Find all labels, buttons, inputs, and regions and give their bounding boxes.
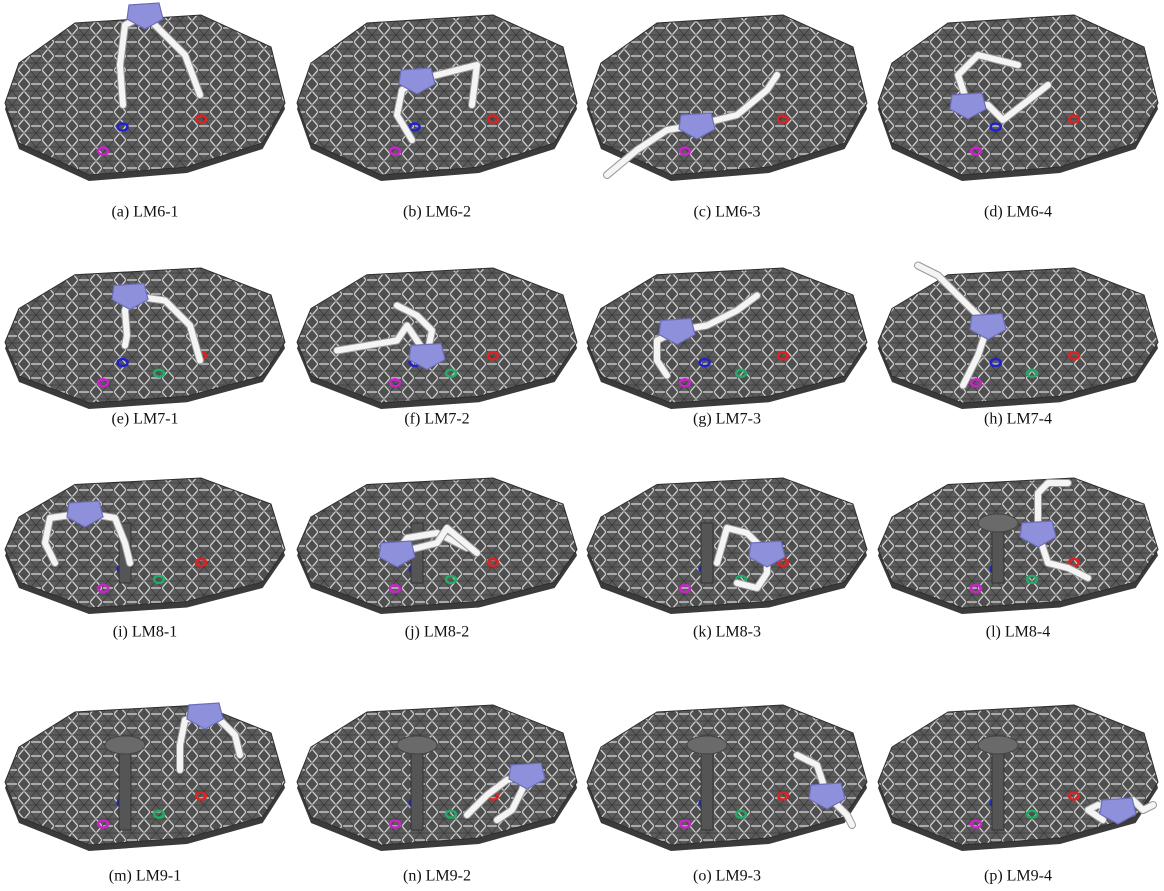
caption: (i) LM8-1	[113, 624, 177, 641]
pillar-top	[687, 736, 727, 754]
panel-image	[878, 705, 1158, 851]
panel-image	[297, 705, 577, 851]
panel-image	[587, 15, 867, 181]
panel-image	[587, 705, 867, 851]
panel-image	[878, 266, 1158, 410]
panel-image	[297, 268, 577, 409]
caption: (o) LM9-3	[693, 868, 761, 885]
caption: (c) LM6-3	[693, 204, 760, 221]
pillar	[992, 745, 1004, 830]
caption: (n) LM9-2	[403, 868, 471, 885]
panel-image	[878, 478, 1158, 614]
pillar	[701, 523, 713, 583]
panel-image	[878, 15, 1158, 181]
caption: (b) LM6-2	[403, 204, 471, 221]
caption: (p) LM9-4	[984, 868, 1052, 885]
caption: (f) LM7-2	[404, 411, 469, 428]
panel-image	[297, 15, 577, 181]
panel-image	[297, 478, 577, 614]
pillar	[701, 745, 713, 830]
caption: (e) LM7-1	[111, 411, 178, 428]
caption: (g) LM7-3	[693, 411, 761, 428]
pillar-top	[978, 514, 1018, 532]
panel-image	[5, 3, 285, 181]
caption: (m) LM9-1	[109, 868, 181, 885]
pillar	[119, 745, 131, 830]
pillar	[411, 745, 423, 830]
figure: (a) LM6-1 (b) LM6-2 (c) LM6-3 (d) LM6-4 (e) …	[0, 0, 1164, 891]
panel-image	[587, 478, 867, 614]
panel-image	[5, 703, 285, 851]
pillar-top	[105, 736, 145, 754]
caption: (k) LM8-3	[693, 624, 761, 641]
panel-image	[587, 268, 867, 409]
caption: (l) LM8-4	[986, 624, 1050, 641]
pillar-top	[397, 736, 437, 754]
caption: (d) LM6-4	[984, 204, 1052, 221]
panel-image	[5, 268, 285, 409]
caption: (a) LM6-1	[111, 204, 178, 221]
panel-image	[5, 478, 285, 614]
caption: (h) LM7-4	[984, 411, 1052, 428]
pillar-top	[978, 736, 1018, 754]
caption: (j) LM8-2	[405, 624, 469, 641]
